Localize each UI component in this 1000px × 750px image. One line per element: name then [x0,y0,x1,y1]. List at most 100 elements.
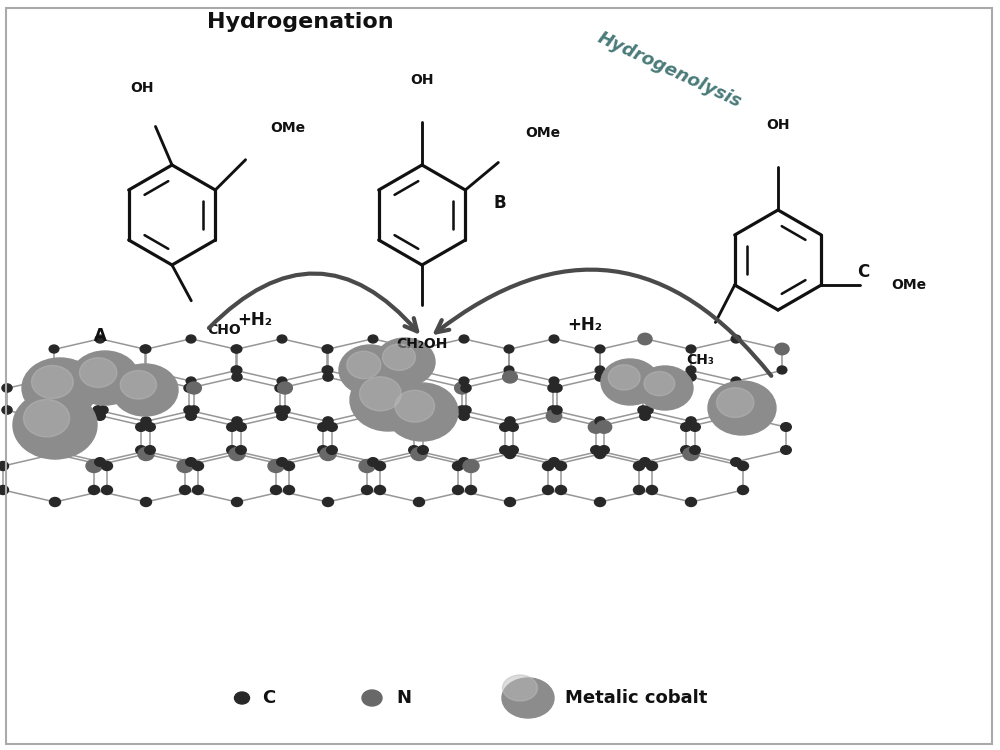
Ellipse shape [686,497,696,506]
Text: OH: OH [130,81,154,95]
Ellipse shape [548,384,558,392]
Ellipse shape [459,335,469,343]
Ellipse shape [734,406,744,414]
Ellipse shape [95,377,105,385]
Ellipse shape [549,377,559,385]
Text: OMe: OMe [270,121,305,135]
Ellipse shape [413,366,423,374]
Ellipse shape [322,345,332,353]
Ellipse shape [327,423,337,431]
Ellipse shape [102,461,112,470]
Ellipse shape [232,366,242,374]
Ellipse shape [731,458,741,466]
Ellipse shape [22,358,98,418]
Ellipse shape [595,366,605,374]
Ellipse shape [414,497,425,506]
Text: +H₂: +H₂ [568,316,602,334]
Ellipse shape [275,384,285,392]
Ellipse shape [186,377,196,385]
Ellipse shape [277,377,287,385]
Ellipse shape [556,461,566,470]
Ellipse shape [368,412,378,420]
Ellipse shape [552,384,562,392]
Ellipse shape [594,449,606,458]
Ellipse shape [322,366,332,374]
Ellipse shape [459,377,469,385]
Ellipse shape [231,366,241,374]
Ellipse shape [595,417,605,425]
Ellipse shape [186,458,196,466]
Ellipse shape [504,366,514,374]
Ellipse shape [232,497,242,506]
Ellipse shape [549,458,559,466]
Ellipse shape [278,382,292,394]
Ellipse shape [455,382,469,394]
Ellipse shape [234,692,250,704]
Ellipse shape [500,423,510,431]
Ellipse shape [280,406,290,414]
Ellipse shape [50,417,60,425]
Ellipse shape [232,417,242,425]
Ellipse shape [413,345,423,353]
Ellipse shape [595,345,605,353]
Ellipse shape [504,345,514,353]
Ellipse shape [71,351,139,405]
Ellipse shape [227,446,237,454]
Ellipse shape [596,421,612,434]
Ellipse shape [362,485,372,494]
Ellipse shape [643,406,653,414]
Text: C: C [857,263,869,281]
Ellipse shape [141,345,151,353]
Ellipse shape [112,364,178,416]
Ellipse shape [49,345,59,353]
Ellipse shape [284,461,294,470]
Ellipse shape [318,446,328,454]
Ellipse shape [366,384,376,392]
Ellipse shape [231,345,241,353]
Ellipse shape [504,449,516,458]
Text: Metalic cobalt: Metalic cobalt [565,689,707,707]
Ellipse shape [466,485,477,494]
Ellipse shape [374,461,386,470]
Ellipse shape [80,358,117,388]
Ellipse shape [418,423,428,431]
Ellipse shape [686,366,696,374]
Ellipse shape [320,448,336,460]
Ellipse shape [2,406,12,414]
Ellipse shape [500,446,510,454]
Text: CH₃: CH₃ [686,353,714,367]
Ellipse shape [552,406,562,414]
Ellipse shape [136,423,146,431]
Ellipse shape [777,366,787,374]
Ellipse shape [141,373,151,381]
Ellipse shape [418,446,428,454]
Ellipse shape [227,423,237,431]
Ellipse shape [268,460,284,472]
Ellipse shape [49,366,59,374]
Ellipse shape [452,485,464,494]
Ellipse shape [681,423,691,431]
Ellipse shape [463,460,479,472]
Ellipse shape [640,458,650,466]
Ellipse shape [716,388,754,418]
Text: C: C [262,689,275,707]
Text: OMe: OMe [891,278,926,292]
Ellipse shape [50,497,61,506]
Ellipse shape [414,373,424,381]
Ellipse shape [145,423,155,431]
Ellipse shape [24,400,70,437]
Ellipse shape [138,448,154,460]
Ellipse shape [686,345,696,353]
Ellipse shape [236,446,246,454]
Ellipse shape [599,446,609,454]
Ellipse shape [189,406,199,414]
Ellipse shape [232,373,242,381]
Ellipse shape [86,460,102,472]
Ellipse shape [347,351,381,379]
Ellipse shape [459,458,469,466]
Ellipse shape [508,446,518,454]
Ellipse shape [359,460,375,472]
Ellipse shape [542,461,554,470]
Ellipse shape [141,366,151,374]
Ellipse shape [646,485,658,494]
